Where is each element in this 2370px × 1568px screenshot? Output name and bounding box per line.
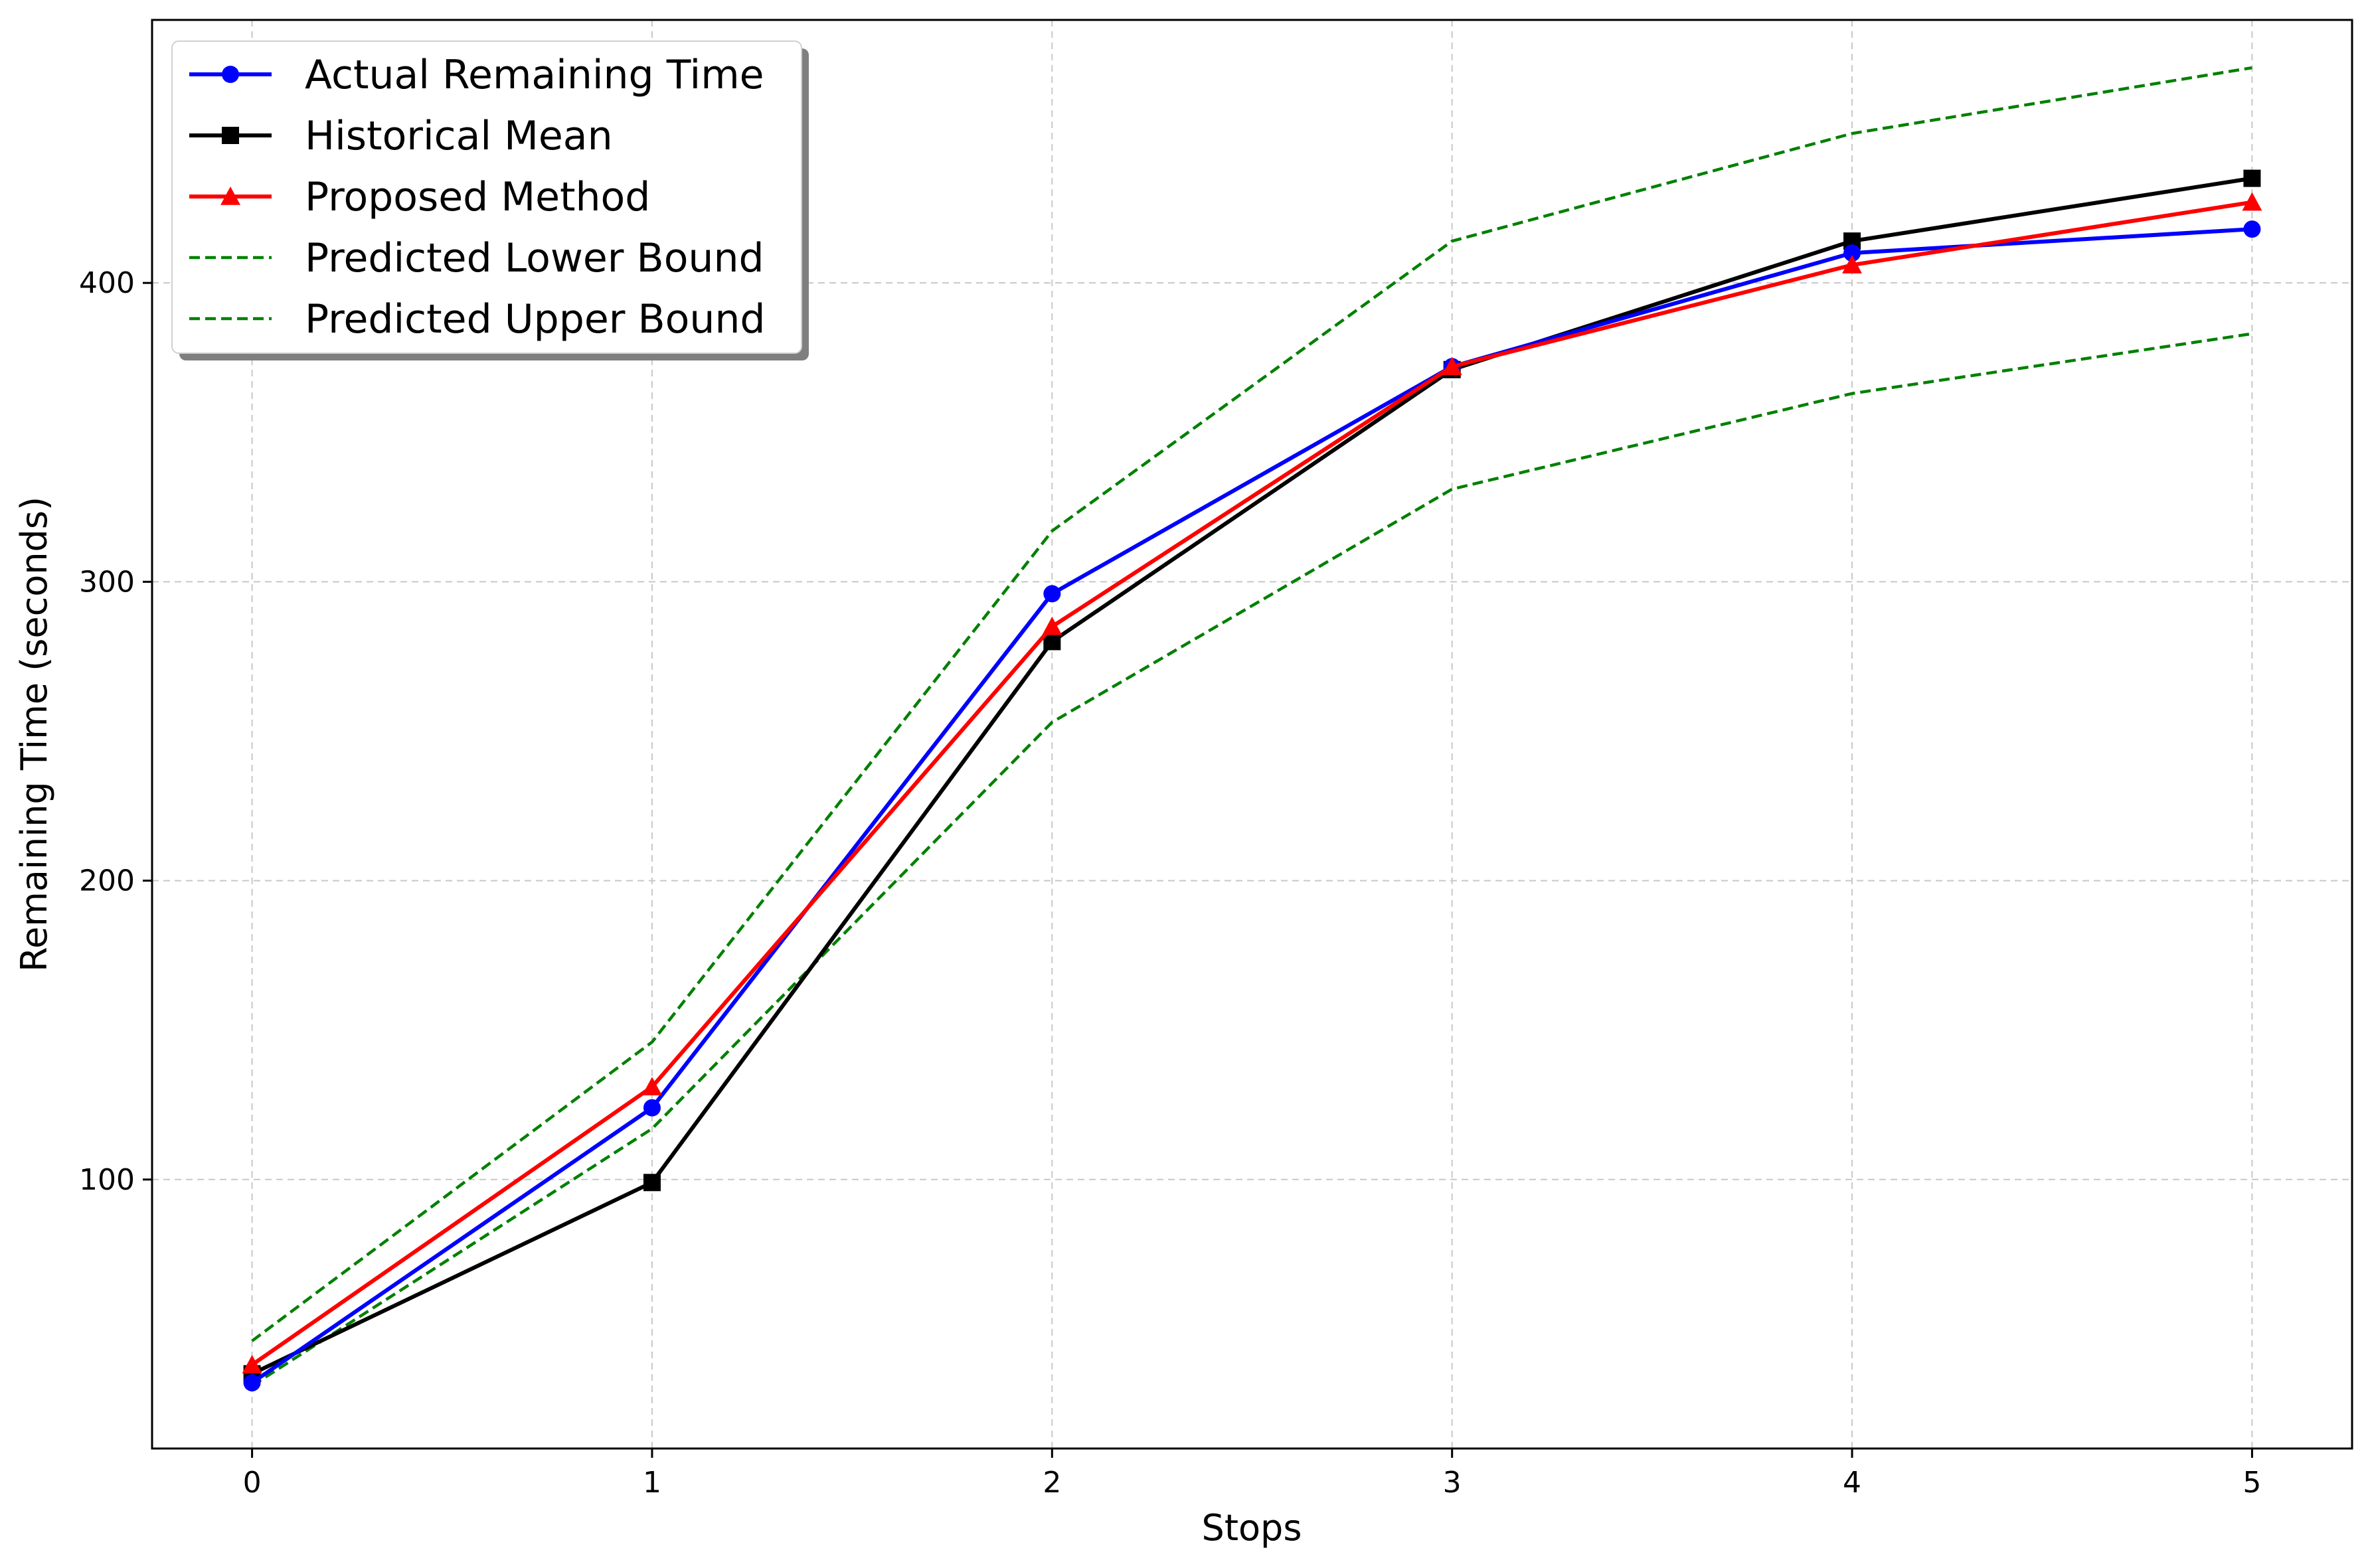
- series-line: [250, 200, 2252, 1367]
- data-point: [2243, 169, 2261, 187]
- data-point: [1042, 616, 1062, 635]
- legend-marker: [222, 66, 239, 83]
- x-tick-label: 0: [243, 1466, 262, 1500]
- grid: [152, 20, 2352, 1449]
- legend-label: Historical Mean: [305, 113, 613, 159]
- legend-entry: Actual Remaining Time: [189, 52, 764, 98]
- data-point: [243, 1373, 261, 1391]
- series-line: [251, 66, 2252, 1342]
- data-point: [242, 1354, 262, 1373]
- y-tick-label: 100: [79, 1163, 135, 1197]
- legend-label: Actual Remaining Time: [305, 52, 764, 98]
- legend-entry: Proposed Method: [189, 174, 650, 220]
- data-point: [643, 1099, 661, 1117]
- data-point: [2242, 192, 2262, 211]
- legend-label: Predicted Upper Bound: [305, 296, 766, 343]
- legend-entry: Predicted Lower Bound: [189, 235, 764, 281]
- plot-frame: [151, 19, 2353, 1450]
- y-tick-label: 300: [79, 565, 135, 599]
- data-point: [643, 1174, 661, 1192]
- x-tick-label: 2: [1043, 1466, 1061, 1500]
- y-tick-label: 400: [79, 266, 135, 300]
- legend-label: Proposed Method: [305, 174, 650, 220]
- legend-entry: Historical Mean: [189, 113, 613, 159]
- x-tick-label: 4: [1843, 1466, 1861, 1500]
- data-point: [641, 1077, 662, 1095]
- data-point: [1842, 255, 1863, 274]
- series-predicted-upper-bound: [251, 66, 2252, 1342]
- series-predicted-lower-bound: [251, 332, 2252, 1387]
- legend: Actual Remaining Time Historical Mean Prop…: [171, 40, 809, 360]
- data-point: [1843, 244, 1861, 262]
- data-point: [2243, 220, 2261, 238]
- legend-label: Predicted Lower Bound: [305, 235, 764, 281]
- x-tick-label: 5: [2243, 1466, 2261, 1500]
- legend-marker: [220, 187, 240, 205]
- legend-marker: [222, 127, 239, 144]
- series-layer: [242, 66, 2262, 1391]
- x-axis-label: Stops: [1202, 1507, 1302, 1549]
- data-point: [1442, 356, 1462, 375]
- y-tick-label: 200: [79, 864, 135, 898]
- x-tick-label: 3: [1443, 1466, 1462, 1500]
- y-axis-label: Remaining Time (seconds): [13, 497, 55, 972]
- axes: 0 1 2 3 4 5 100 200 300 400: [79, 266, 2261, 1500]
- x-tick-label: 1: [643, 1466, 661, 1500]
- series-proposed-method: [242, 192, 2262, 1373]
- data-point: [1043, 585, 1061, 603]
- series-line: [251, 176, 2252, 1376]
- legend-box: [171, 40, 802, 354]
- series-line: [250, 227, 2252, 1385]
- series-line: [251, 332, 2252, 1387]
- legend-entry: Predicted Upper Bound: [189, 296, 766, 343]
